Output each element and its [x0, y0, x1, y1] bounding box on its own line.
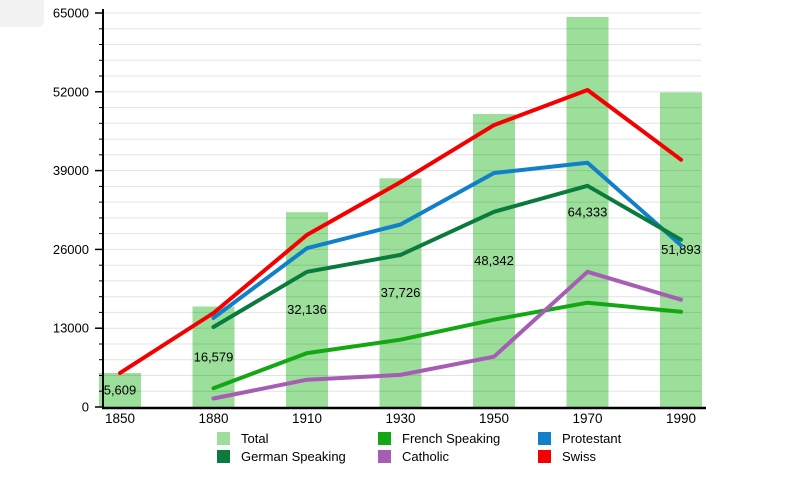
- x-tick-label: 1950: [479, 411, 509, 426]
- legend-label: Protestant: [562, 430, 622, 446]
- window-corner-artifact: [0, 0, 44, 27]
- legend-label: French Speaking: [402, 430, 501, 446]
- y-tick-label: 52000: [53, 84, 89, 99]
- bar-value-label: 5,609: [104, 383, 137, 398]
- bar-1970: [566, 17, 609, 407]
- line-french-speaking: [211, 300, 683, 391]
- x-tick-label: 1970: [572, 411, 602, 426]
- legend-label: German Speaking: [241, 448, 346, 464]
- legend-item-french-speaking: French Speaking: [378, 430, 538, 446]
- line-protestant: [211, 160, 683, 320]
- x-tick-label: 1880: [198, 411, 228, 426]
- y-tick-label: 65000: [53, 6, 89, 21]
- legend-swatch-total: [217, 431, 230, 445]
- bar-value-label: 48,342: [474, 253, 514, 268]
- bar-1850: [99, 373, 141, 407]
- bar-value-label: 16,579: [194, 349, 234, 364]
- line-swiss: [118, 88, 683, 375]
- legend-item-swiss: Swiss: [538, 448, 708, 464]
- x-tick-label: 1910: [292, 411, 322, 426]
- x-tick-label: 1850: [105, 411, 135, 426]
- bar-1990: [660, 92, 702, 408]
- legend-label: Total: [241, 430, 269, 446]
- line-german-speaking: [211, 183, 683, 329]
- line-catholic: [211, 269, 683, 401]
- legend-label: Swiss: [562, 448, 596, 464]
- y-tick-label: 0: [82, 400, 89, 415]
- legend-item-total: Total: [217, 430, 378, 446]
- bar-value-label: 51,893: [661, 242, 701, 257]
- y-tick-label: 26000: [53, 242, 89, 257]
- legend-swatch-german-speaking: [217, 449, 230, 463]
- legend-swatch-catholic: [378, 449, 391, 463]
- y-tick-label: 13000: [53, 321, 89, 336]
- legend-swatch-protestant: [538, 431, 551, 445]
- legend-swatch-swiss: [538, 449, 551, 463]
- chart-legend: Total French Speaking Protestant German Spe…: [217, 430, 708, 464]
- legend-item-german-speaking: German Speaking: [217, 448, 378, 464]
- bar-value-label: 37,726: [381, 285, 421, 300]
- chart-canvas: 0 13000 26000 39000 52000 65000 1850 1880 1910 19…: [53, 6, 706, 426]
- legend-label: Catholic: [402, 448, 449, 464]
- x-tick-label: 1990: [666, 411, 696, 426]
- legend-item-catholic: Catholic: [378, 448, 538, 464]
- y-tick-label: 39000: [53, 163, 89, 178]
- x-tick-label: 1930: [385, 411, 415, 426]
- legend-swatch-french-speaking: [378, 431, 391, 445]
- legend-item-protestant: Protestant: [538, 430, 708, 446]
- bar-value-label: 64,333: [568, 205, 608, 220]
- bar-value-label: 32,136: [287, 302, 327, 317]
